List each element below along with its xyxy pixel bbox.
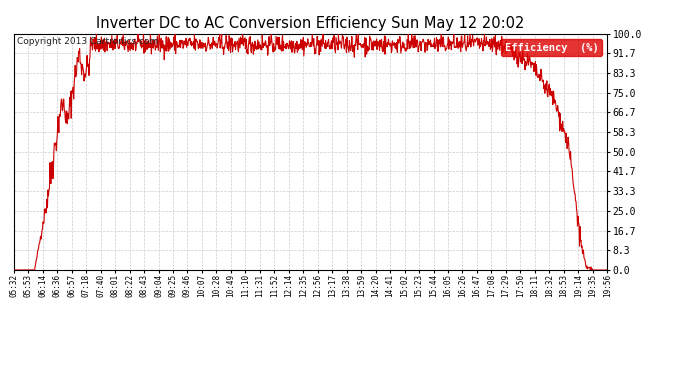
Text: Copyright 2013 Cartronics.com: Copyright 2013 Cartronics.com <box>17 37 158 46</box>
Legend: Efficiency  (%): Efficiency (%) <box>501 39 602 56</box>
Title: Inverter DC to AC Conversion Efficiency Sun May 12 20:02: Inverter DC to AC Conversion Efficiency … <box>97 16 524 31</box>
